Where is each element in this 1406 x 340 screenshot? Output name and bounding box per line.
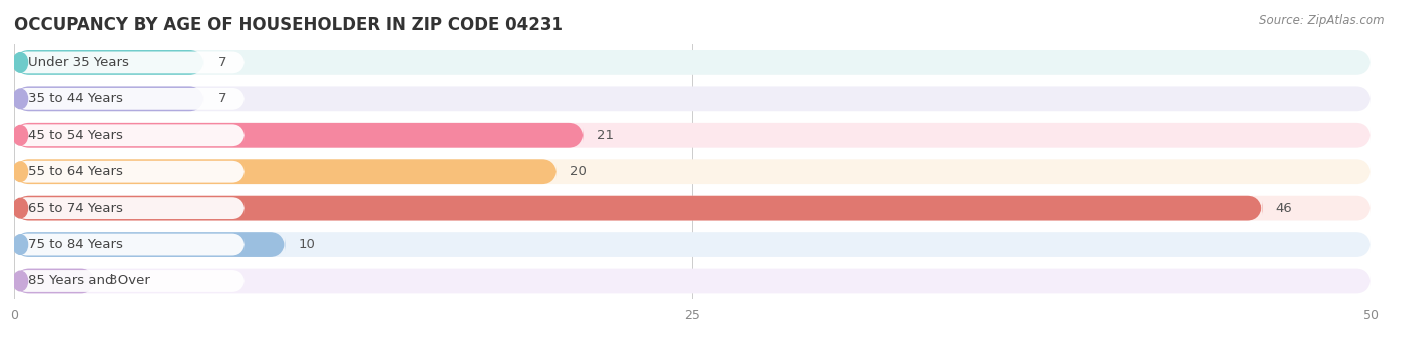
FancyBboxPatch shape bbox=[14, 232, 1371, 257]
FancyBboxPatch shape bbox=[14, 196, 1263, 221]
FancyBboxPatch shape bbox=[14, 50, 1371, 75]
FancyBboxPatch shape bbox=[14, 196, 1371, 221]
FancyBboxPatch shape bbox=[14, 50, 204, 75]
Circle shape bbox=[13, 53, 28, 72]
Text: 3: 3 bbox=[110, 274, 118, 288]
Circle shape bbox=[13, 89, 28, 109]
Circle shape bbox=[13, 235, 28, 254]
Circle shape bbox=[13, 198, 28, 218]
Text: 65 to 74 Years: 65 to 74 Years bbox=[28, 202, 122, 215]
FancyBboxPatch shape bbox=[14, 270, 245, 292]
Circle shape bbox=[13, 162, 28, 182]
FancyBboxPatch shape bbox=[14, 123, 583, 148]
Text: 20: 20 bbox=[571, 165, 588, 178]
FancyBboxPatch shape bbox=[14, 88, 245, 110]
FancyBboxPatch shape bbox=[14, 52, 245, 73]
FancyBboxPatch shape bbox=[14, 124, 245, 146]
Text: 46: 46 bbox=[1275, 202, 1292, 215]
Circle shape bbox=[13, 271, 28, 291]
FancyBboxPatch shape bbox=[14, 123, 1371, 148]
FancyBboxPatch shape bbox=[14, 197, 245, 219]
FancyBboxPatch shape bbox=[14, 161, 245, 183]
Text: Source: ZipAtlas.com: Source: ZipAtlas.com bbox=[1260, 14, 1385, 27]
Text: 21: 21 bbox=[598, 129, 614, 142]
Text: 7: 7 bbox=[218, 92, 226, 105]
FancyBboxPatch shape bbox=[14, 269, 96, 293]
FancyBboxPatch shape bbox=[14, 86, 204, 111]
FancyBboxPatch shape bbox=[14, 269, 1371, 293]
Circle shape bbox=[13, 125, 28, 145]
FancyBboxPatch shape bbox=[14, 232, 285, 257]
FancyBboxPatch shape bbox=[14, 159, 1371, 184]
Text: 7: 7 bbox=[218, 56, 226, 69]
Text: 55 to 64 Years: 55 to 64 Years bbox=[28, 165, 122, 178]
Text: Under 35 Years: Under 35 Years bbox=[28, 56, 129, 69]
Text: OCCUPANCY BY AGE OF HOUSEHOLDER IN ZIP CODE 04231: OCCUPANCY BY AGE OF HOUSEHOLDER IN ZIP C… bbox=[14, 16, 562, 34]
Text: 85 Years and Over: 85 Years and Over bbox=[28, 274, 150, 288]
Text: 35 to 44 Years: 35 to 44 Years bbox=[28, 92, 122, 105]
FancyBboxPatch shape bbox=[14, 159, 557, 184]
Text: 75 to 84 Years: 75 to 84 Years bbox=[28, 238, 122, 251]
FancyBboxPatch shape bbox=[14, 234, 245, 255]
FancyBboxPatch shape bbox=[14, 86, 1371, 111]
Text: 45 to 54 Years: 45 to 54 Years bbox=[28, 129, 122, 142]
Text: 10: 10 bbox=[299, 238, 316, 251]
